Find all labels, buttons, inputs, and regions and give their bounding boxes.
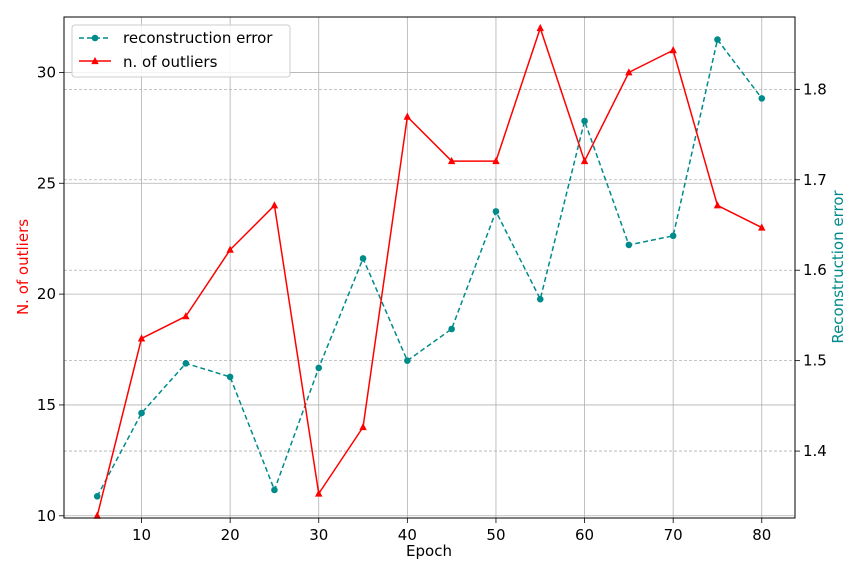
right-tick-label: 1.7: [803, 171, 827, 189]
data-point-reconstruction-error: [492, 208, 500, 215]
x-tick-label: 50: [486, 526, 505, 544]
series-line-reconstruction-error: [96, 38, 763, 497]
data-point-reconstruction-error: [758, 95, 766, 102]
legend-box: [71, 24, 291, 78]
x-axis-label: Epoch: [406, 542, 452, 560]
data-point-n-of-outliers: [359, 422, 367, 431]
series-line-n-of-outliers: [96, 27, 763, 516]
left-tick-label: 25: [37, 174, 56, 192]
data-point-n-of-outliers: [403, 112, 412, 120]
data-point-reconstruction-error: [271, 486, 278, 494]
x-tick-label: 30: [309, 526, 328, 544]
right-axis-label: Reconstruction error: [829, 189, 847, 343]
right-tick-label: 1.8: [803, 80, 827, 98]
right-tick-label: 1.5: [803, 352, 827, 370]
plot-frame: [63, 16, 796, 519]
data-point-n-of-outliers: [536, 23, 544, 32]
x-tick-label: 20: [221, 526, 240, 544]
data-point-reconstruction-error: [448, 325, 455, 333]
data-point-reconstruction-error: [138, 409, 145, 417]
series-layer: [93, 23, 766, 519]
x-axis-ticks: 10 20 30 40 50 60 70 80: [132, 518, 771, 544]
x-tick-label: 80: [752, 526, 771, 544]
data-point-reconstruction-error: [182, 360, 190, 367]
legend: reconstruction error n. of outliers: [71, 24, 291, 78]
x-tick-label: 40: [398, 526, 417, 544]
data-point-reconstruction-error: [93, 492, 101, 500]
left-tick-label: 20: [37, 285, 56, 303]
data-point-n-of-outliers: [182, 312, 190, 320]
legend-label-reconstruction-error: reconstruction error: [123, 29, 273, 47]
data-point-n-of-outliers: [447, 156, 456, 165]
data-point-reconstruction-error: [669, 232, 677, 240]
left-tick-label: 10: [37, 507, 56, 525]
x-tick-label: 70: [664, 526, 683, 544]
data-point-reconstruction-error: [226, 373, 234, 381]
data-point-n-of-outliers: [758, 223, 766, 231]
right-tick-label: 1.6: [803, 261, 827, 279]
left-axis-label: N. of outliers: [14, 219, 32, 315]
data-point-reconstruction-error: [359, 255, 367, 262]
data-point-reconstruction-error: [625, 241, 633, 249]
x-tick-label: 10: [132, 526, 151, 544]
data-point-n-of-outliers: [315, 489, 323, 497]
legend-label-outliers: n. of outliers: [123, 53, 218, 71]
data-point-n-of-outliers: [580, 156, 589, 165]
left-axis-ticks: 10 15 20 25 30: [37, 63, 64, 525]
right-tick-label: 1.4: [803, 442, 827, 460]
data-point-n-of-outliers: [93, 511, 101, 519]
legend-marker-reconstruction-error: [91, 34, 99, 42]
data-point-n-of-outliers: [625, 68, 633, 76]
data-point-n-of-outliers: [669, 46, 677, 54]
data-point-n-of-outliers: [226, 245, 234, 253]
data-point-reconstruction-error: [714, 36, 721, 43]
data-point-n-of-outliers: [713, 201, 722, 209]
left-tick-label: 30: [37, 63, 56, 81]
right-axis-ticks: 1.4 1.5 1.6 1.7 1.8: [795, 80, 827, 460]
data-point-reconstruction-error: [581, 117, 588, 125]
data-point-n-of-outliers: [270, 201, 279, 209]
data-point-reconstruction-error: [315, 364, 323, 372]
x-gridlines: [141, 17, 763, 518]
left-tick-label: 15: [37, 396, 56, 414]
data-point-reconstruction-error: [536, 295, 544, 303]
legend-marker-outliers: [91, 56, 99, 65]
x-tick-label: 60: [575, 526, 594, 544]
data-point-n-of-outliers: [492, 156, 500, 165]
data-point-n-of-outliers: [137, 334, 146, 342]
data-point-reconstruction-error: [404, 357, 411, 364]
